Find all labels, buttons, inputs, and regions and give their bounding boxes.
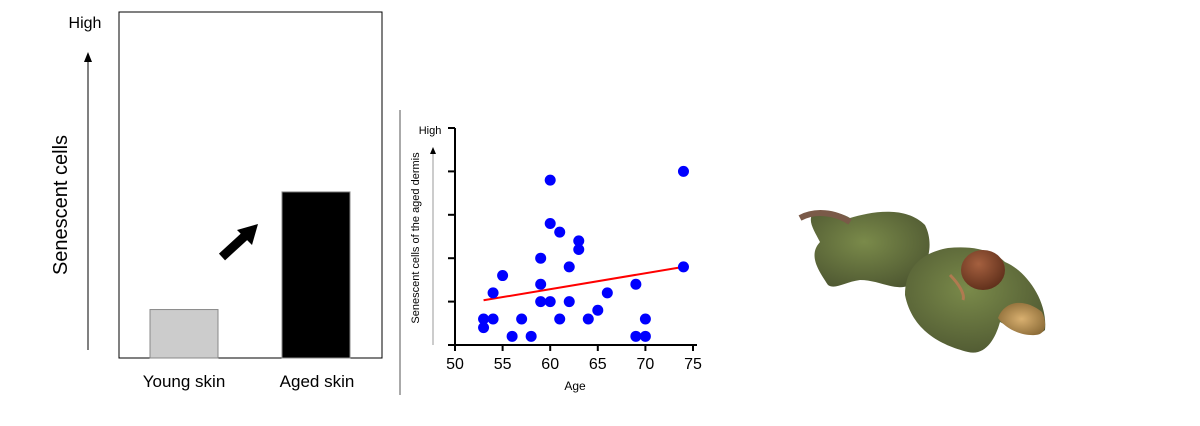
bar-chart-frame: [118, 11, 383, 359]
y-axis-label: Senescent cells: [50, 135, 72, 275]
data-point: [544, 296, 556, 308]
x-tick-label: 75: [684, 356, 702, 373]
data-point: [639, 313, 651, 325]
data-point: [478, 313, 490, 325]
data-point: [525, 330, 537, 342]
data-point: [630, 330, 642, 342]
data-point: [535, 252, 547, 264]
data-point: [478, 322, 490, 334]
data-point: [592, 304, 604, 316]
data-point: [487, 287, 499, 299]
x-tick-label: 65: [589, 356, 607, 373]
bar-aged-skin: [281, 191, 351, 359]
data-point: [516, 313, 528, 325]
bar-chart: High Senescent cells Young skin Aged ski…: [50, 11, 383, 391]
data-point: [677, 165, 689, 177]
scatter-y-high-label: High: [419, 125, 442, 137]
bar-young-skin: [149, 309, 219, 359]
y-high-label: High: [69, 15, 102, 32]
scatter-x-axis-label: Age: [564, 379, 586, 393]
x-label-young-skin: Young skin: [143, 372, 226, 391]
x-tick-label: 50: [446, 356, 464, 373]
x-tick-label: 55: [494, 356, 512, 373]
data-point: [601, 287, 613, 299]
data-point: [563, 296, 575, 308]
data-point: [497, 270, 509, 282]
seed-pods-photo: [798, 210, 1046, 353]
data-point: [630, 278, 642, 290]
trend-line: [483, 265, 684, 302]
data-point: [573, 244, 585, 256]
data-point: [544, 217, 556, 229]
data-point: [506, 330, 518, 342]
x-tick-label: 70: [637, 356, 655, 373]
scatter-chart: 50 55 60 65 70 75 High Senescent cells of the…: [410, 125, 702, 393]
arrowhead-icon: [430, 147, 436, 154]
data-point: [554, 313, 566, 325]
data-point: [535, 296, 547, 308]
data-point: [582, 313, 594, 325]
arrowhead-icon: [84, 52, 92, 62]
scatter-y-axis-label: Senescent cells of the aged dermis: [410, 152, 422, 324]
data-point: [554, 226, 566, 238]
data-point: [563, 261, 575, 273]
data-point: [639, 330, 651, 342]
data-point: [573, 235, 585, 247]
data-point: [487, 313, 499, 325]
x-tick-label: 60: [541, 356, 559, 373]
data-point: [544, 174, 556, 186]
data-point: [535, 278, 547, 290]
data-point: [677, 261, 689, 273]
x-label-aged-skin: Aged skin: [280, 372, 355, 391]
increase-arrow-icon: [218, 224, 258, 261]
